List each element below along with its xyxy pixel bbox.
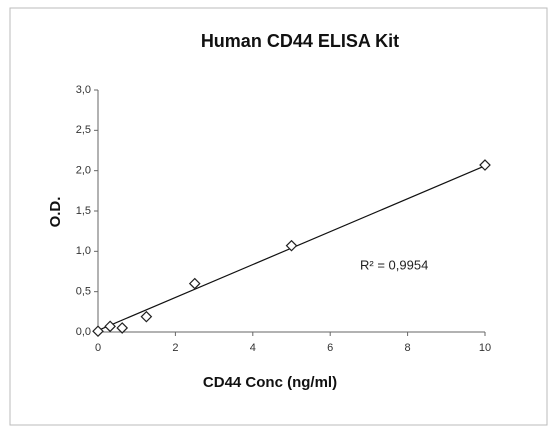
x-tick-label: 0 (95, 342, 101, 354)
data-point (116, 322, 129, 334)
data-point (479, 159, 491, 171)
y-tick-label: 2,0 (76, 165, 91, 177)
y-axis-title: O.D. (47, 197, 64, 228)
y-tick-label: 1,5 (76, 205, 91, 217)
x-tick-label: 10 (479, 342, 491, 354)
y-tick-label: 0,5 (76, 286, 91, 298)
data-point (92, 325, 104, 338)
y-tick-label: 2,5 (76, 124, 91, 136)
x-tick-label: 6 (327, 342, 333, 354)
data-point (104, 320, 116, 333)
chart-title: Human CD44 ELISA Kit (201, 31, 399, 51)
y-tick-label: 1,0 (76, 245, 91, 257)
y-tick-label: 0,0 (76, 326, 91, 338)
data-point (188, 277, 201, 290)
x-axis-title: CD44 Conc (ng/ml) (203, 374, 337, 391)
chart-frame (9, 7, 548, 426)
y-tick-label: 3,0 (76, 84, 91, 96)
x-tick-label: 8 (405, 342, 411, 354)
data-point (285, 239, 298, 252)
x-tick-label: 2 (172, 342, 178, 354)
r-squared-annotation: R² = 0,9954 (360, 257, 428, 272)
x-tick-label: 4 (250, 342, 256, 354)
data-point (140, 310, 153, 323)
